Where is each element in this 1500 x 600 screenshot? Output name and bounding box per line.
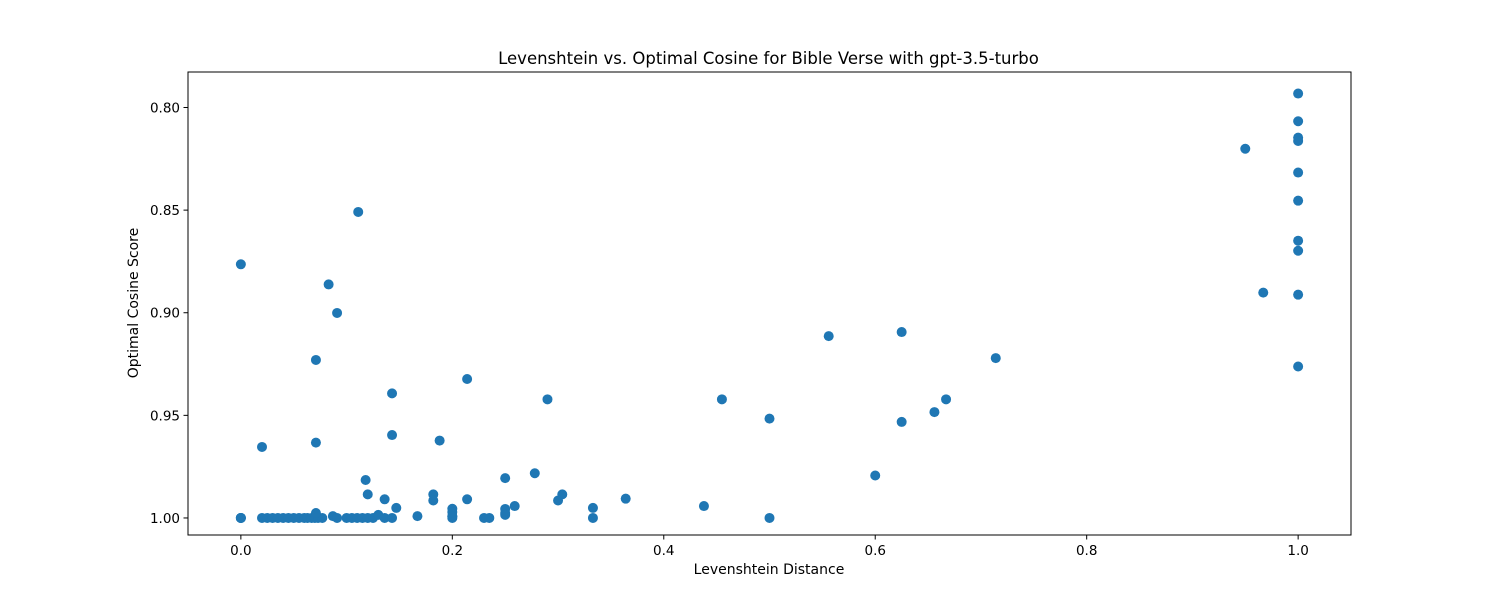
data-point — [1293, 135, 1304, 146]
data-point — [1258, 287, 1269, 298]
data-point — [362, 489, 373, 500]
y-axis-title: Optimal Cosine Score — [126, 228, 142, 379]
data-point — [1240, 143, 1251, 154]
data-point — [323, 279, 334, 290]
data-point — [332, 307, 343, 318]
y-tick-label: 0.85 — [150, 203, 180, 219]
x-tick-label: 0.8 — [1076, 543, 1097, 559]
y-tick-label: 0.95 — [150, 408, 180, 424]
data-point — [542, 394, 553, 405]
axis-ticks: 0.0 0.2 0.4 0.6 0.8 1.0 0.80 0.85 0.90 0.95 1.00 — [150, 101, 1309, 559]
data-point — [509, 501, 520, 512]
x-tick-label: 0.2 — [442, 543, 463, 559]
data-point — [1293, 88, 1304, 99]
data-point — [379, 494, 390, 505]
data-point — [587, 502, 598, 513]
data-point — [557, 489, 568, 500]
data-point — [870, 470, 881, 481]
y-tick-label: 0.90 — [150, 306, 180, 322]
x-tick-label: 0.4 — [653, 543, 674, 559]
data-point — [1293, 116, 1304, 127]
data-point — [360, 475, 371, 485]
data-point — [310, 354, 321, 365]
data-point — [462, 374, 473, 385]
data-point — [353, 206, 364, 217]
data-points — [235, 88, 1304, 523]
x-tick-label: 0.0 — [230, 543, 251, 559]
data-point — [1293, 167, 1304, 178]
data-point — [823, 331, 834, 342]
data-point — [310, 508, 321, 519]
data-point — [391, 502, 402, 513]
data-point — [929, 407, 940, 418]
data-point — [764, 512, 775, 523]
data-point — [896, 416, 907, 427]
data-point — [235, 512, 246, 523]
data-point — [484, 512, 495, 523]
data-point — [387, 430, 398, 441]
data-point — [1293, 195, 1304, 206]
data-point — [529, 468, 540, 479]
data-point — [379, 512, 390, 523]
x-tick-label: 1.0 — [1287, 543, 1308, 559]
data-point — [716, 394, 727, 405]
data-point — [387, 388, 398, 399]
data-point — [428, 495, 439, 506]
data-point — [1293, 245, 1304, 256]
data-point — [1293, 289, 1304, 300]
y-tick-label: 0.80 — [150, 101, 180, 117]
chart-title: Levenshtein vs. Optimal Cosine for Bible… — [498, 49, 1039, 68]
data-point — [434, 435, 445, 446]
data-point — [462, 494, 473, 505]
data-point — [235, 259, 246, 270]
data-point — [698, 501, 709, 512]
data-point — [941, 394, 952, 405]
data-point — [257, 441, 268, 452]
data-point — [1293, 361, 1304, 372]
data-point — [387, 512, 398, 523]
x-axis-title: Levenshtein Distance — [694, 562, 845, 578]
data-point — [620, 493, 631, 504]
plot-area-frame — [187, 71, 1352, 536]
data-point — [1293, 235, 1304, 246]
data-point — [896, 327, 907, 338]
data-point — [764, 413, 775, 424]
data-point — [310, 437, 321, 448]
data-point — [990, 353, 1001, 364]
data-point — [412, 511, 423, 522]
y-tick-label: 1.00 — [150, 511, 180, 527]
data-point — [500, 473, 511, 484]
data-point — [332, 512, 343, 523]
data-point — [500, 509, 511, 520]
data-point — [447, 511, 458, 522]
x-tick-label: 0.6 — [864, 543, 885, 559]
data-point — [587, 512, 598, 523]
